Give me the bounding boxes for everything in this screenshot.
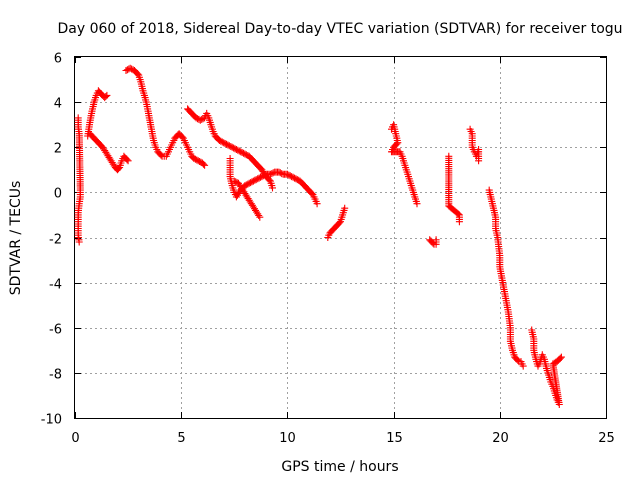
data-point-marker [242,151,250,159]
y-tick-label: 0 [54,187,62,202]
data-point-marker [413,200,421,208]
grid [75,57,606,418]
data-point-marker [255,212,263,219]
y-tick-label: 2 [54,142,62,157]
data-point-marker [259,172,267,180]
data-point-marker [75,238,83,246]
data-point-marker [256,213,264,221]
data-point-marker [232,146,240,153]
data-point-marker [102,93,110,100]
chart-title: Day 060 of 2018, Sidereal Day-to-day VTE… [57,21,622,37]
data-point-marker [134,70,142,78]
data-point-marker [252,176,260,184]
data-point-marker [126,64,134,72]
data-point-marker [251,176,259,184]
data-point-marker [276,169,284,177]
data-point-marker [225,142,233,150]
series-track [426,236,440,248]
data-point-marker [269,184,276,192]
data-point-marker [261,171,269,179]
data-point-marker [432,236,440,244]
series-track [86,130,132,174]
data-point-marker [556,354,564,362]
data-point-marker [519,362,527,370]
series-track [230,177,264,221]
series-track [466,125,483,165]
y-tick-label: -10 [41,413,62,428]
y-tick-label: -8 [49,368,62,383]
data-point-marker [201,161,209,169]
series-track [226,155,321,208]
y-axis-label: SDTVAR / TECUs [8,181,24,296]
series-track [122,64,209,169]
series-track [485,186,527,370]
data-point-marker [475,157,483,165]
x-tick-label: 20 [492,431,509,446]
series-track [528,326,565,408]
data-point-marker [269,169,277,177]
data-point-marker [123,156,131,164]
x-tick-label: 25 [598,431,615,446]
data-point-marker [124,157,132,165]
data-point-marker [215,137,223,144]
data-point-marker [429,239,437,247]
data-point-marker [103,91,111,99]
data-point-marker [286,172,294,180]
x-tick-labels: 0 5 10 15 20 25 [71,431,614,446]
data-point-marker [128,65,136,73]
data-point-marker [557,353,565,361]
data-point-marker [454,210,462,218]
y-tick-label: -6 [49,323,62,338]
data-point-marker [514,357,522,364]
data-point-marker [198,115,206,123]
series-track [324,204,349,241]
data-point-marker [234,146,242,154]
series-track [84,87,111,140]
data-point-marker [224,141,232,149]
x-tick-label: 0 [71,431,79,446]
y-tick-label: 4 [54,97,62,112]
data-point-marker [288,173,296,181]
data-points [74,64,565,408]
y-tick-label: -4 [49,278,62,293]
data-point-marker [217,137,225,145]
x-tick-label: 10 [279,431,296,446]
data-point-marker [242,181,250,189]
y-tick-labels: -10 -8 -6 -4 -2 0 2 4 6 [41,52,62,428]
x-axis-label: GPS time / hours [281,459,398,475]
series-track [388,121,421,208]
x-tick-label: 15 [386,431,403,446]
y-tick-label: -2 [49,233,62,248]
series-track [74,114,84,246]
data-point-marker [268,170,276,178]
data-point-marker [455,218,463,226]
data-point-marker [278,170,286,178]
data-point-marker [200,160,207,168]
series-track [445,152,463,226]
data-point-marker [157,151,165,159]
data-point-marker [341,204,349,212]
x-tick-label: 5 [177,431,185,446]
data-point-marker [313,200,321,208]
data-point-marker [241,150,249,158]
data-point-marker [190,155,198,162]
y-tick-label: 6 [54,52,62,67]
plot-frame [74,56,607,419]
series-track [184,105,276,192]
